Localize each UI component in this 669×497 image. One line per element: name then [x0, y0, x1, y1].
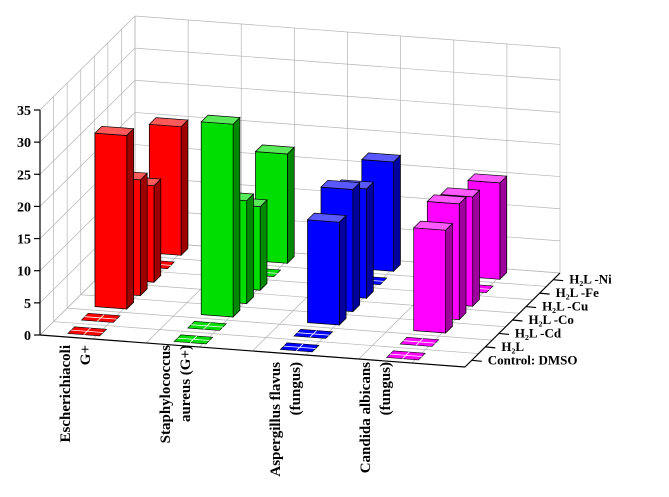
bar-side [499, 175, 508, 281]
category-label: Aspergillus flavus (fungus) [268, 362, 304, 477]
bar-top [320, 179, 361, 190]
bar-side [232, 116, 241, 318]
series-label: H₂L -Cd [515, 325, 562, 340]
bar-side [352, 181, 361, 313]
series-tick-mark [526, 305, 537, 309]
bar-side [393, 154, 401, 273]
series-label: H₂L [501, 339, 524, 354]
bar-top [148, 117, 189, 128]
bar-side [338, 214, 347, 326]
bar-1-0 [173, 334, 214, 345]
bar-3-0 [385, 350, 426, 361]
bar-2-0 [279, 342, 320, 353]
z-tick-label: 25 [17, 168, 31, 183]
series-label: H₂L -Co [529, 312, 574, 327]
bar-2-1 [293, 328, 334, 339]
bar-side [153, 178, 162, 284]
series-tick-mark [471, 359, 482, 362]
grid-line [39, 80, 136, 175]
bar-zero-cross [84, 316, 117, 320]
grid-line [134, 47, 561, 81]
category-label: Staphylococcus aureus (G+) [158, 345, 194, 444]
bar-side [458, 196, 467, 321]
z-tick-label: 20 [17, 200, 31, 215]
category-label-line: (fungus) [378, 362, 394, 415]
bar-1-1 [187, 320, 227, 331]
bar-zero-cross [283, 345, 316, 349]
series-label: H₂L -Cu [542, 299, 588, 314]
category-label: Escherichiacoli G+ [58, 345, 94, 443]
grid-line [134, 79, 561, 113]
bar-3-2 [412, 220, 454, 334]
category-label-line: G+ [78, 345, 94, 365]
bar-side [366, 181, 374, 300]
bar-3-1 [399, 336, 440, 347]
z-tick-label: 0 [24, 329, 31, 344]
z-tick-label: 10 [17, 265, 31, 280]
grid-line [39, 47, 136, 143]
category-label: Candida albicans (fungus) [358, 362, 394, 473]
series-label: H₂L -Fe [556, 285, 599, 300]
chart-bars [67, 114, 508, 361]
z-tick-label: 30 [17, 136, 31, 151]
category-label-line: Aspergillus flavus [268, 362, 284, 477]
bar-side [259, 199, 268, 292]
bar-2-2 [306, 212, 347, 326]
bar-0-2 [94, 125, 135, 310]
bar-top [467, 173, 508, 184]
bar-top [440, 187, 481, 198]
bar-zero-cross [71, 329, 104, 333]
bar-top [254, 144, 295, 155]
bar-0-1 [80, 312, 121, 323]
category-label-line: (fungus) [288, 362, 304, 415]
bar-top [94, 125, 135, 136]
axis-line [39, 334, 466, 368]
grid-line [67, 307, 493, 341]
series-tick-mark [512, 319, 523, 322]
category-label-line: Candida albicans [358, 362, 374, 473]
bar-zero-cross [177, 337, 210, 341]
z-tick-label: 15 [17, 233, 31, 248]
bar-front [200, 121, 234, 318]
bar-top [200, 114, 241, 125]
z-tick-label: 35 [17, 104, 31, 119]
bar-1-2 [200, 114, 241, 318]
bar-side [140, 172, 148, 297]
category-label-line: aureus (G+) [178, 345, 194, 422]
bar-side [287, 146, 295, 265]
bar-zero-cross [403, 340, 436, 344]
bar-top [306, 212, 347, 223]
category-label-line: Escherichiacoli [58, 345, 74, 443]
series-label: Control: DMSO [488, 352, 578, 367]
z-tick-label: 5 [24, 297, 31, 312]
bar-top [412, 220, 454, 231]
bar-side [126, 127, 134, 310]
bar-front [413, 227, 446, 334]
bar-side [246, 193, 254, 305]
bar-side [445, 222, 453, 334]
bar-front [307, 219, 340, 326]
series-tick-mark [485, 346, 496, 349]
bar-0-0 [67, 326, 108, 337]
series-label: H₂L -Ni [569, 272, 612, 287]
bar-zero-cross [389, 353, 422, 357]
bar-zero-cross [191, 324, 223, 328]
series-tick-mark [539, 292, 550, 295]
bar-front [94, 132, 128, 310]
grid-line [134, 15, 561, 49]
bar-zero-cross [297, 332, 330, 336]
series-tick-mark [498, 332, 509, 336]
grid-line [53, 321, 479, 354]
grid-line [39, 15, 136, 111]
bar-top [361, 152, 402, 163]
series-tick-mark [553, 279, 564, 282]
bar-side [180, 119, 189, 257]
bar-top [426, 194, 467, 205]
bar-side [472, 189, 480, 308]
category-label-line: Staphylococcus [158, 345, 174, 444]
